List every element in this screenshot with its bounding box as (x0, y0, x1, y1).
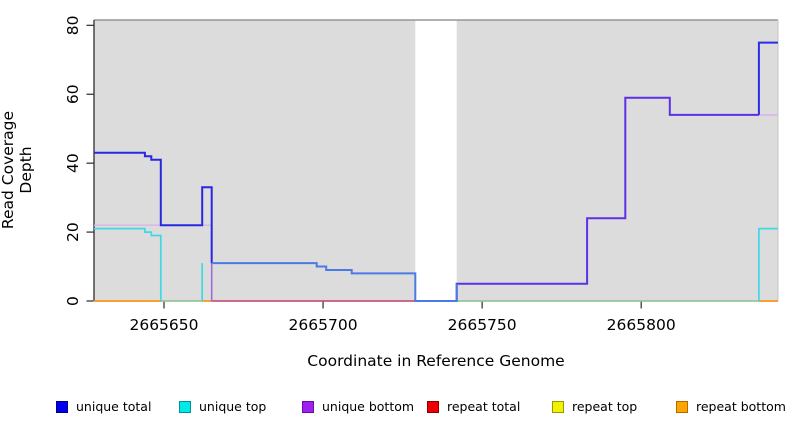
y-tick-label: 20 (64, 222, 82, 242)
x-tick-label: 2665650 (129, 316, 198, 334)
legend-item: unique total (56, 397, 152, 414)
x-tick-label: 2665700 (289, 316, 358, 334)
legend-item: repeat total (427, 397, 521, 414)
legend-swatch-icon (56, 401, 68, 413)
legend-label: repeat top (572, 399, 638, 414)
unique-total-left-line (94, 151, 213, 264)
legend-label: repeat bottom (696, 399, 786, 414)
legend-swatch-icon (676, 401, 688, 413)
y-tick-label: 80 (64, 15, 82, 35)
legend-label: unique top (199, 399, 267, 414)
y-tick-label: 40 (64, 153, 82, 173)
unique-top-left-line (94, 227, 162, 301)
legend-item: repeat top (552, 397, 638, 414)
legend-swatch-icon (302, 401, 314, 413)
legend-item: unique bottom (302, 397, 415, 414)
legend-swatch-icon (552, 401, 564, 413)
x-axis-title: Coordinate in Reference Genome (307, 352, 565, 370)
unique-top-right-end-line (758, 227, 778, 301)
unique-total-bottom-overlap-staircase-line (455, 96, 759, 301)
unique-total-right-end-line (757, 41, 778, 115)
legend-swatch-icon (427, 401, 439, 413)
legend-swatch-icon (179, 401, 191, 413)
unique-total-mid-line (211, 262, 458, 302)
y-axis-title: Read Coverage Depth (0, 110, 35, 230)
legend-label: unique total (76, 399, 152, 414)
legend-item: repeat bottom (676, 397, 786, 414)
legend: unique total unique top unique bottom repea… (0, 397, 792, 417)
panel-background (456, 20, 778, 301)
y-tick-label: 0 (64, 296, 82, 306)
legend-label: unique bottom (322, 399, 415, 414)
x-tick-label: 2665800 (607, 316, 676, 334)
legend-item: unique top (179, 397, 267, 414)
legend-label: repeat total (447, 399, 521, 414)
x-tick-label: 2665750 (448, 316, 517, 334)
y-tick-label: 60 (64, 84, 82, 104)
panel-background (94, 20, 416, 301)
